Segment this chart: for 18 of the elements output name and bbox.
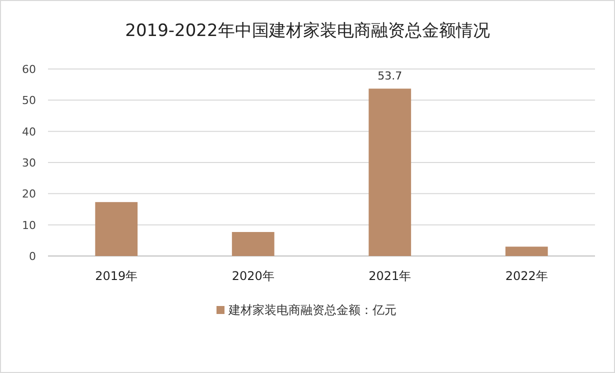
y-tick-label: 0: [29, 250, 36, 263]
y-tick-label: 60: [22, 63, 36, 76]
y-tick-label: 50: [22, 94, 36, 108]
x-tick-label: 2022年: [505, 269, 548, 283]
bar: [232, 232, 274, 256]
y-tick-label: 40: [22, 125, 36, 138]
bar: [368, 88, 412, 256]
x-tick-label: 2021年: [368, 269, 412, 283]
legend-label: 建材家装电商融资总金额：亿元: [228, 303, 396, 317]
bar: [95, 202, 138, 256]
x-tick-label: 2019年: [95, 269, 138, 283]
y-tick-label: 10: [22, 218, 36, 232]
bar: [505, 246, 548, 256]
data-label: 53.7: [378, 70, 402, 83]
x-tick-label: 2020年: [232, 269, 274, 283]
y-tick-label: 20: [22, 188, 36, 201]
chart-title: 2019-2022年中国建材家装电商融资总金额情况: [125, 21, 490, 41]
y-tick-label: 30: [22, 156, 36, 170]
